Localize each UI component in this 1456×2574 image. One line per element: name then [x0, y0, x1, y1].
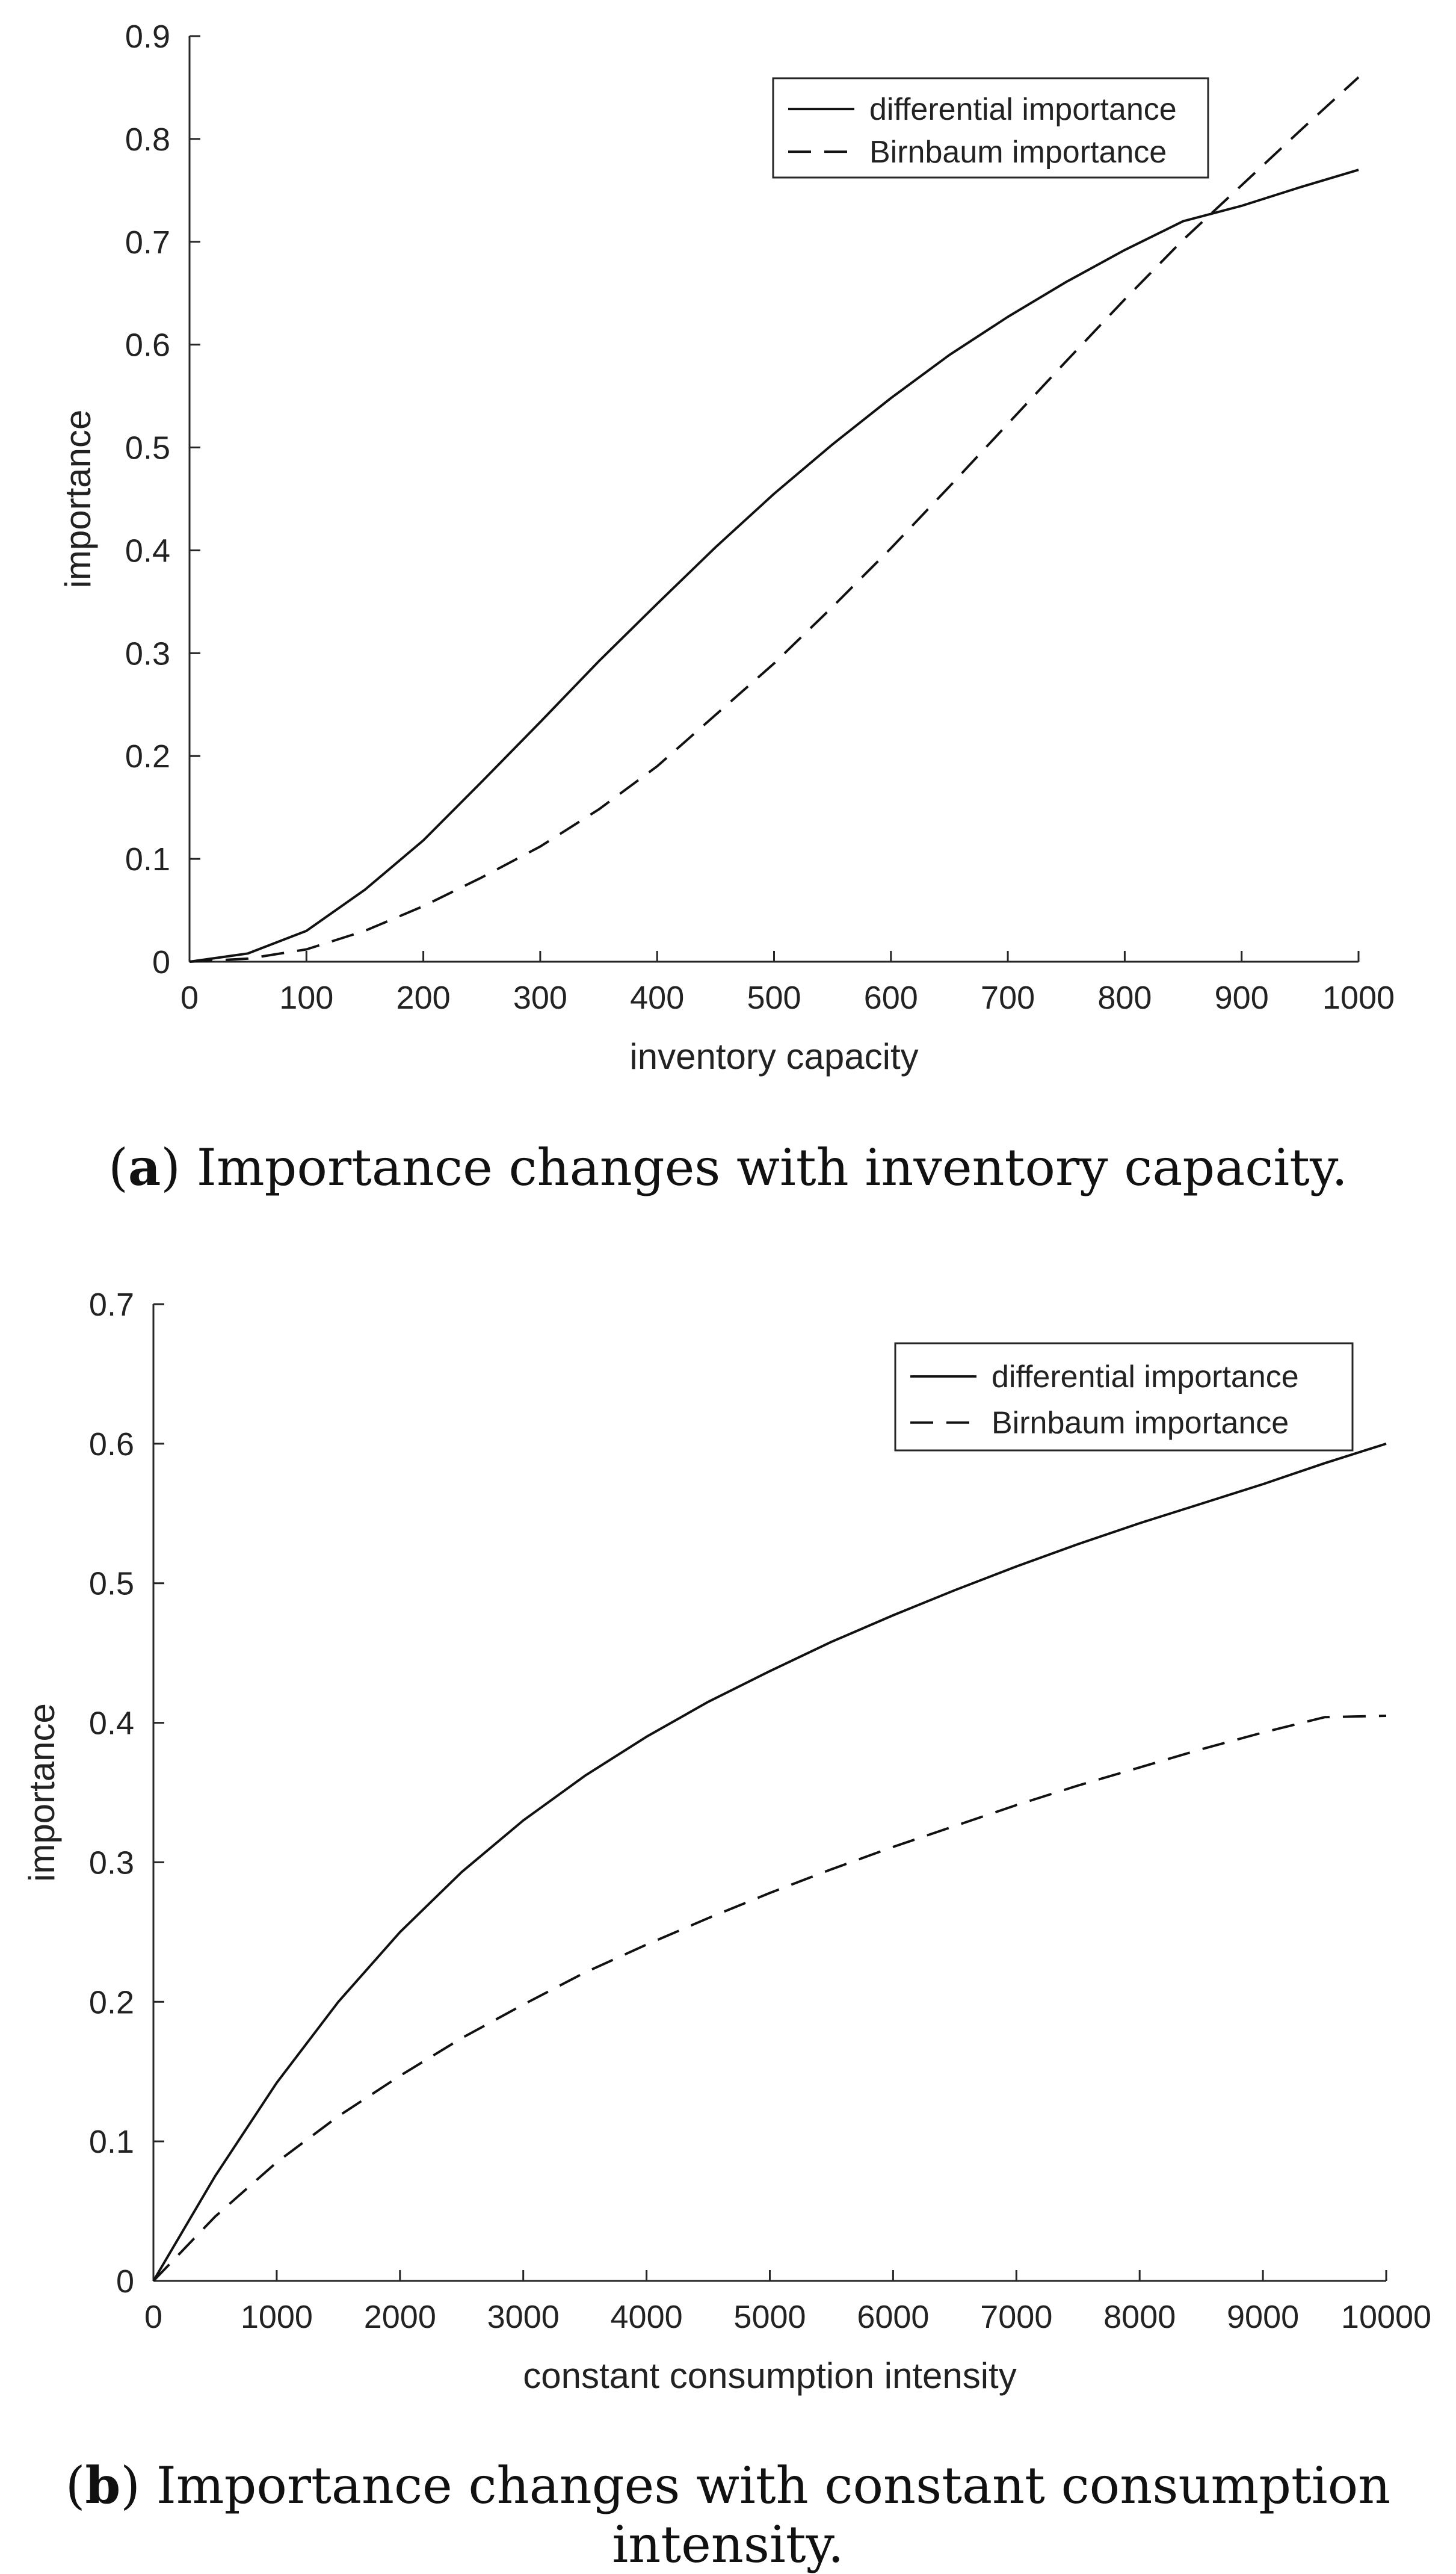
x-tick-label: 100: [279, 980, 333, 1016]
x-tick-label: 8000: [1103, 2299, 1176, 2335]
x-tick-label: 2000: [364, 2299, 436, 2335]
legend-box: [894, 1342, 1354, 1452]
y-tick-label: 0: [116, 2263, 134, 2300]
caption-b: (b) Importance changes with constant con…: [65, 2455, 1391, 2574]
y-tick-label: 0.5: [89, 1566, 134, 1602]
chart-a: 0 100 200 300 400 500 600 700 800 900 1000 0 0.1 0.2 0…: [58, 19, 1395, 1077]
y-tick-label: 0.1: [125, 841, 170, 877]
x-tick-label: 6000: [857, 2299, 929, 2335]
x-tick-label: 400: [630, 980, 684, 1016]
x-tick-label: 600: [864, 980, 918, 1016]
x-tick-label: 7000: [980, 2299, 1052, 2335]
caption-b-text: Importance changes with constant consump…: [140, 2456, 1391, 2574]
y-tick-label: 0.4: [89, 1706, 134, 1742]
x-tick-label: 900: [1215, 980, 1269, 1016]
caption-a: (a) Importance changes with inventory ca…: [108, 1137, 1348, 1197]
x-tick-label: 3000: [487, 2299, 560, 2335]
series-line-differential-importance: [152, 1442, 1387, 2282]
caption-a-text: Importance changes with inventory capaci…: [180, 1138, 1348, 1197]
x-tick-label: 800: [1097, 980, 1152, 1016]
legend-box: [772, 77, 1209, 179]
x-tick-label: 10000: [1341, 2299, 1431, 2335]
y-tick-label: 0.7: [89, 1287, 134, 1323]
series-line-birnbaum-importance: [189, 76, 1360, 963]
y-tick-label: 0.3: [89, 1845, 134, 1881]
y-tick-label: 0.8: [125, 122, 170, 158]
legend-label-differential-importance: differential importance: [869, 92, 1177, 127]
y-tick-label: 0.6: [89, 1426, 134, 1462]
y-tick-label: 0.2: [89, 1984, 134, 2020]
x-tick-label: 0: [180, 980, 199, 1016]
x-tick-label: 700: [981, 980, 1035, 1016]
legend-label-birnbaum-importance: Birnbaum importance: [992, 1406, 1289, 1441]
series-line-differential-importance: [189, 169, 1359, 963]
y-tick-label: 0.7: [125, 224, 170, 261]
caption-a-letter: a: [128, 1137, 161, 1197]
caption-b-letter: b: [85, 2455, 121, 2515]
legend-label-differential-importance: differential importance: [992, 1360, 1299, 1394]
chart-b: 0 1000 2000 3000 4000 5000 6000 7000 8000 9000 100…: [22, 1287, 1431, 2396]
y-tick-label: 0.5: [125, 430, 170, 466]
y-tick-label: 0.6: [125, 327, 170, 364]
y-tick-label: 0: [152, 944, 170, 980]
series-line-birnbaum-importance: [152, 1715, 1387, 2282]
x-tick-label: 200: [396, 980, 451, 1016]
x-tick-label: 5000: [733, 2299, 806, 2335]
y-axis-label: importance: [58, 410, 98, 589]
y-tick-label: 0.9: [125, 19, 170, 55]
y-axis-label: importance: [22, 1703, 62, 1882]
y-tick-label: 0.4: [125, 533, 170, 569]
x-tick-label: 1000: [1322, 980, 1395, 1016]
y-tick-label: 0.2: [125, 738, 170, 775]
x-tick-label: 0: [144, 2299, 162, 2335]
x-axis-label: constant consumption intensity: [523, 2356, 1016, 2396]
x-tick-label: 4000: [611, 2299, 683, 2335]
x-tick-label: 1000: [241, 2299, 313, 2335]
y-tick-label: 0.1: [89, 2124, 134, 2160]
x-tick-label: 500: [747, 980, 801, 1016]
y-tick-label: 0.3: [125, 636, 170, 672]
x-tick-label: 300: [513, 980, 567, 1016]
legend-label-birnbaum-importance: Birnbaum importance: [869, 135, 1167, 170]
x-axis-label: inventory capacity: [629, 1036, 918, 1077]
x-tick-label: 9000: [1227, 2299, 1299, 2335]
